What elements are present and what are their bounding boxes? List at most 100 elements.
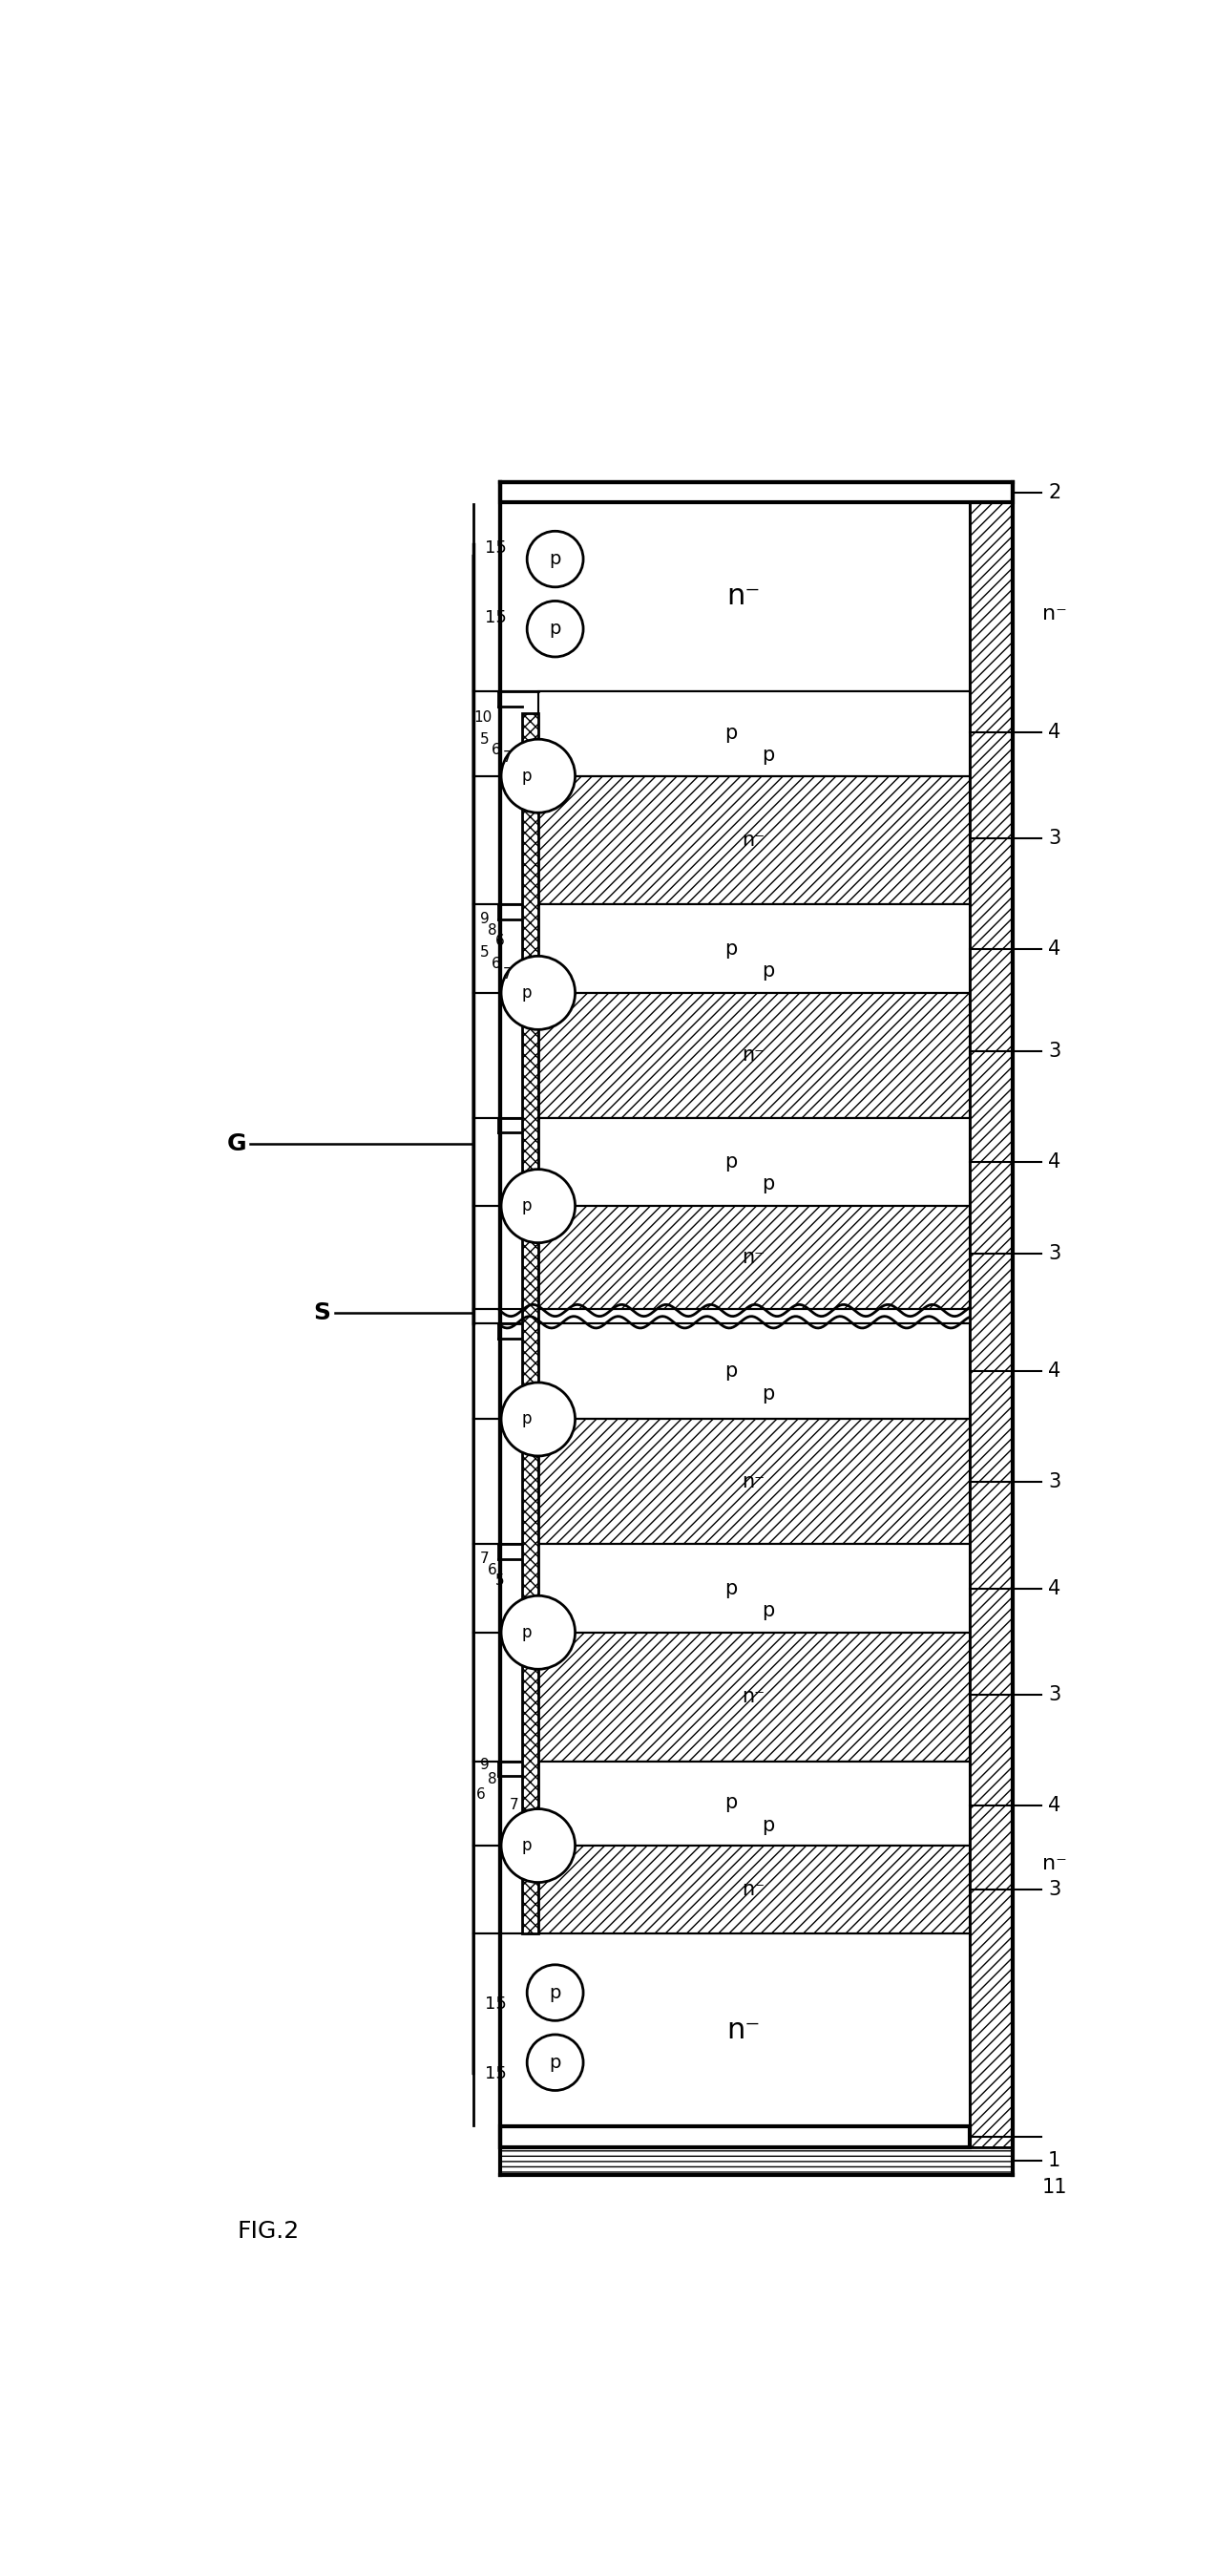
Bar [539,1206,969,1309]
Text: p: p [725,1151,738,1172]
Text: 11: 11 [1042,2177,1068,2197]
Text: 10: 10 [474,711,492,724]
Text: p: p [762,747,775,765]
Text: 7: 7 [502,969,512,981]
Text: p: p [762,961,775,981]
Text: 3: 3 [1048,829,1060,848]
Bar [539,1324,969,1419]
Text: 4: 4 [1048,1795,1060,1814]
Text: 4: 4 [1048,1579,1060,1597]
Text: 4: 4 [1048,721,1060,742]
Text: 15: 15 [485,538,507,556]
Bar [539,690,969,775]
Text: FIG.2: FIG.2 [237,2221,299,2244]
Text: 6: 6 [495,935,505,948]
Text: 1: 1 [1048,2151,1060,2169]
Text: 15: 15 [485,611,507,626]
Bar [500,502,969,690]
Circle shape [501,739,575,811]
Text: p: p [522,1198,533,1216]
Text: p: p [522,1623,533,1641]
Text: p: p [522,1837,533,1855]
Text: p: p [522,984,533,1002]
Bar [500,2128,969,2146]
Text: 3: 3 [1048,1473,1060,1492]
Circle shape [501,1808,575,1883]
Text: p: p [725,724,738,742]
Bar [539,992,969,1118]
Text: 6: 6 [491,956,501,971]
Bar [522,714,539,1935]
Text: n⁻: n⁻ [727,582,761,611]
Circle shape [501,1383,575,1455]
Bar [539,1762,969,1844]
Bar [500,1935,969,2128]
Text: p: p [550,2053,561,2071]
Text: n⁻: n⁻ [742,1880,765,1899]
Text: n⁻: n⁻ [1042,1855,1066,1873]
Text: p: p [762,1383,775,1404]
Circle shape [501,1170,575,1242]
Circle shape [527,531,584,587]
Bar [539,1844,969,1935]
Bar [500,2146,1012,2174]
Text: 3: 3 [1048,1685,1060,1705]
Text: n⁻: n⁻ [742,1247,765,1267]
Text: 2: 2 [1048,484,1060,502]
Text: 4: 4 [1048,940,1060,958]
Bar [539,1419,969,1543]
Text: n⁻: n⁻ [742,829,765,850]
Text: 6: 6 [488,1564,497,1577]
Text: 7: 7 [480,1551,490,1566]
Text: 3: 3 [1048,1043,1060,1061]
Text: p: p [550,551,561,569]
Bar [539,904,969,992]
Text: 8: 8 [488,922,497,938]
Text: p: p [762,1600,775,1620]
Text: p: p [725,1579,738,1597]
Text: 9: 9 [480,1757,490,1772]
Text: 15: 15 [485,2066,507,2081]
Text: 4: 4 [1048,1363,1060,1381]
Text: n⁻: n⁻ [742,1046,765,1064]
Text: n⁻: n⁻ [1042,605,1066,623]
Bar [539,1633,969,1762]
Text: 8: 8 [488,1772,497,1788]
Text: 7: 7 [510,1798,519,1814]
Circle shape [527,1965,584,2020]
Text: p: p [522,1412,533,1427]
Bar [500,482,1012,502]
Text: 5: 5 [480,945,490,961]
Text: n⁻: n⁻ [742,1687,765,1705]
Text: p: p [550,621,561,639]
Bar [969,482,1012,2146]
Text: n⁻: n⁻ [742,1473,765,1492]
Text: p: p [725,940,738,958]
Text: p: p [725,1793,738,1814]
Text: S: S [314,1301,331,1324]
Bar [539,775,969,904]
Text: 15: 15 [485,1996,507,2012]
Text: 3: 3 [1048,1244,1060,1262]
Text: p: p [762,1816,775,1834]
Circle shape [527,600,584,657]
Text: 4: 4 [1048,1151,1060,1172]
Text: 5: 5 [480,732,490,747]
Circle shape [527,2035,584,2092]
Text: G: G [227,1131,247,1154]
Text: p: p [725,1363,738,1381]
Circle shape [501,956,575,1030]
Text: p: p [522,768,533,786]
Text: 6: 6 [491,742,501,757]
Text: p: p [550,1984,561,2002]
Text: p: p [762,1175,775,1193]
Text: 9: 9 [480,912,490,927]
Circle shape [501,1595,575,1669]
Text: 7: 7 [502,750,512,765]
Bar [539,1543,969,1633]
Bar [539,1118,969,1206]
Text: 3: 3 [1048,1880,1060,1899]
Text: 5: 5 [495,1574,505,1589]
Text: n⁻: n⁻ [727,2017,761,2043]
Text: 6: 6 [477,1788,486,1801]
